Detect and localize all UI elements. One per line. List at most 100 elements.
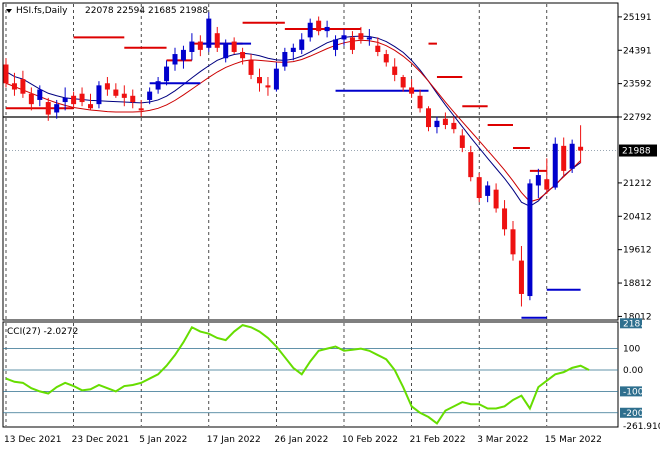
candle-body [518, 260, 524, 294]
candle-body [527, 183, 533, 297]
candle-body [28, 93, 34, 105]
candle-body [45, 102, 51, 115]
candle-body [485, 185, 491, 196]
candle-body [468, 152, 474, 178]
candle-body [257, 77, 262, 84]
candle-body [307, 22, 313, 38]
candle-body [197, 41, 203, 50]
candle-body [316, 20, 322, 32]
cci-tick-label: 0.00 [623, 366, 643, 376]
collapse-triangle-icon[interactable] [6, 9, 12, 13]
candle-body [206, 18, 212, 48]
candle-body [121, 93, 127, 98]
candle-body [333, 39, 339, 50]
cci-line [5, 324, 590, 425]
candle-body [273, 68, 279, 90]
horizontal-line-layer [3, 116, 618, 151]
candle-body [71, 95, 77, 105]
candle-body [569, 143, 575, 169]
cci-tick-label: -261.9104 [623, 422, 660, 432]
cci-tick-label: 100 [623, 345, 640, 355]
candle-body [155, 81, 161, 90]
candle-body [341, 35, 347, 40]
x-tick-label: 17 Jan 2022 [207, 435, 261, 445]
candle-body [510, 229, 516, 255]
x-tick-label: 10 Feb 2022 [342, 435, 398, 445]
candle-body [476, 177, 482, 199]
candle-body [88, 104, 93, 109]
ohlc-label: 22078 22594 21685 21988 [85, 6, 208, 16]
candle-body [3, 64, 9, 84]
y-tick-label: 24391 [623, 46, 652, 56]
candle-body [358, 33, 364, 40]
axis-labels-layer: 13 Dec 2021 23 Dec 2021 5 Jan 2022 17 Jan 2… [4, 13, 660, 445]
candle-body [535, 175, 541, 186]
candle-body [180, 49, 186, 61]
y-tick-label: 18012 [623, 312, 652, 322]
candle-body [459, 135, 465, 148]
candle-body [138, 108, 144, 111]
candles-layer [3, 12, 584, 307]
y-tick-label: 22792 [623, 113, 652, 123]
y-tick-label: 18812 [623, 279, 652, 289]
candle-body [400, 77, 406, 88]
x-tick-label: 15 Mar 2022 [545, 435, 602, 445]
candle-body [366, 37, 372, 40]
candle-body [493, 189, 499, 209]
x-tick-label: 21 Feb 2022 [410, 435, 466, 445]
ma-slow-line [5, 39, 581, 203]
candle-body [147, 91, 153, 100]
candle-body [62, 97, 68, 103]
x-tick-label: 26 Jan 2022 [274, 435, 328, 445]
y-tick-label: 21212 [623, 179, 652, 189]
x-tick-label: 5 Jan 2022 [139, 435, 187, 445]
candle-body [231, 41, 237, 52]
candle-body [299, 39, 305, 50]
candle-body [544, 179, 550, 190]
candle-body [324, 26, 330, 32]
candle-body [417, 95, 423, 109]
vertical-grid [5, 4, 548, 426]
candle-body [375, 45, 381, 52]
cci-panel [2, 321, 619, 428]
x-tick-label: 23 Dec 2021 [72, 435, 130, 445]
candle-body [442, 118, 448, 125]
candle-body [11, 83, 17, 90]
x-tick-label: 13 Dec 2021 [4, 435, 62, 445]
y-tick-label: 25191 [623, 13, 652, 23]
price-header: HSI.fs,Daily 22078 22594 21685 21988 [6, 6, 208, 16]
candle-body [265, 85, 271, 88]
cci-tick-label: -100 [623, 387, 644, 397]
cci-line-layer [5, 324, 590, 425]
candle-body [282, 51, 288, 67]
candle-body [164, 66, 170, 82]
candle-body [189, 41, 195, 52]
candle-body [290, 47, 296, 52]
candle-body [383, 54, 389, 63]
cci-tick-box [620, 318, 642, 329]
candle-body [349, 37, 355, 50]
symbol-label: HSI.fs,Daily [16, 6, 68, 16]
cci-tick-box [620, 386, 642, 397]
candle-body [434, 120, 440, 128]
candle-body [79, 93, 85, 103]
candle-body [561, 145, 567, 171]
candle-body [409, 87, 415, 94]
cci-tick-label: -200 [623, 409, 644, 419]
candle-body [113, 89, 119, 96]
cci-tick-label: 218.5687 [623, 319, 660, 329]
candle-body [223, 43, 229, 59]
candle-body [96, 85, 102, 105]
price-panel [2, 2, 619, 321]
candle-body [104, 83, 110, 90]
y-tick-label: 20412 [623, 212, 652, 222]
candle-body [451, 122, 457, 130]
x-tick-label: 3 Mar 2022 [477, 435, 528, 445]
candle-body [502, 208, 508, 230]
candle-body [20, 79, 26, 94]
cci-tick-box [620, 407, 642, 418]
candle-body [240, 51, 246, 59]
candle-body [248, 60, 254, 75]
